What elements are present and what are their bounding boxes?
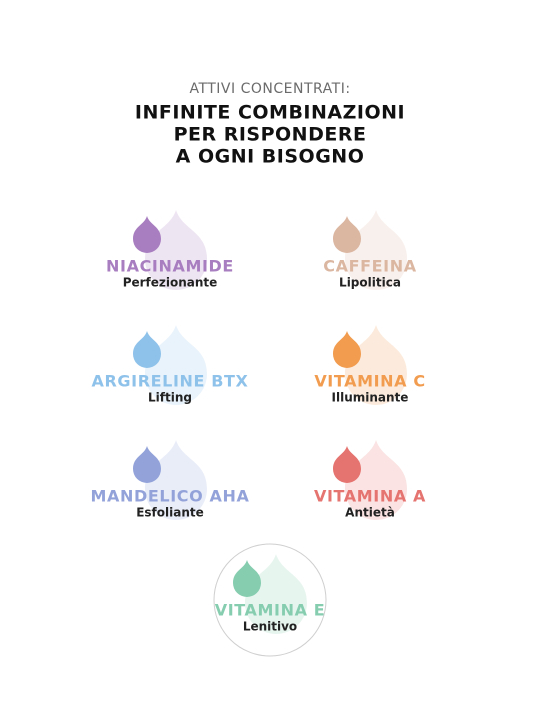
- item-name: CAFFEINA: [323, 257, 416, 276]
- item-description: Lenitivo: [243, 620, 297, 634]
- title-line: A OGNI BISOGNO: [176, 146, 365, 168]
- drop-large: [145, 325, 207, 405]
- item-name: NIACINAMIDE: [106, 257, 234, 276]
- drop-large: [345, 210, 407, 290]
- title-line: PER RISPONDERE: [174, 124, 367, 146]
- item-description: Lipolitica: [339, 276, 401, 290]
- title-line: INFINITE COMBINAZIONI: [135, 102, 405, 124]
- drop-small: [333, 216, 361, 253]
- drop-large: [345, 440, 407, 520]
- drop-small: [133, 446, 161, 483]
- subtitle: ATTIVI CONCENTRATI:: [189, 81, 350, 97]
- item-description: Illuminante: [332, 391, 409, 405]
- drop-small: [233, 560, 261, 597]
- drop-small: [133, 331, 161, 368]
- drop-large: [145, 210, 207, 290]
- item-description: Lifting: [148, 391, 192, 405]
- drop-small: [333, 331, 361, 368]
- badge-circle: [213, 543, 327, 657]
- drop-small: [133, 216, 161, 253]
- item-name: VITAMINA A: [314, 487, 426, 506]
- drop-large: [245, 554, 307, 634]
- item-description: Esfoliante: [136, 506, 204, 520]
- drop-large: [345, 325, 407, 405]
- item-description: Antietà: [345, 506, 395, 520]
- item-name: MANDELICO AHA: [91, 487, 250, 506]
- drop-large: [145, 440, 207, 520]
- item-name: VITAMINA E: [215, 601, 326, 620]
- item-name: VITAMINA C: [314, 372, 425, 391]
- item-description: Perfezionante: [123, 276, 218, 290]
- item-name: ARGIRELINE BTX: [92, 372, 249, 391]
- drop-small: [333, 446, 361, 483]
